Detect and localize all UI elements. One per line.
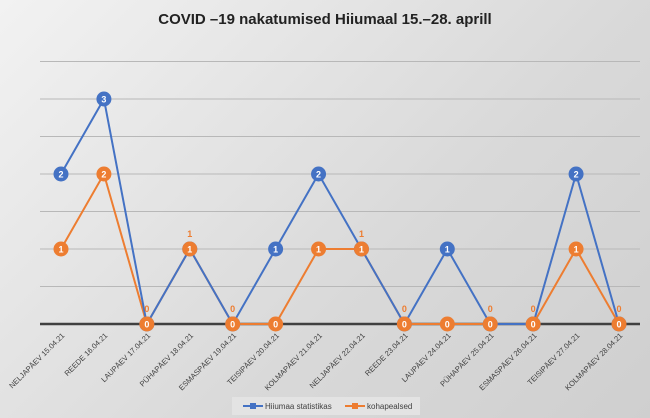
data-point (268, 316, 284, 332)
data-point (568, 241, 584, 257)
data-point (439, 316, 455, 332)
data-point (568, 166, 584, 182)
data-label: 0 (616, 304, 621, 314)
data-label: 1 (445, 245, 450, 255)
data-point (439, 241, 455, 257)
data-label: 0 (488, 304, 493, 314)
data-label: 0 (230, 304, 235, 314)
data-label: 1 (574, 245, 579, 255)
data-label: 0 (616, 320, 621, 330)
data-label: 0 (144, 320, 149, 330)
data-label: 1 (273, 245, 278, 255)
data-label: 2 (101, 170, 106, 180)
data-label: 0 (144, 304, 149, 314)
x-tick-label: NELJAPÄEV 15.04.21 (7, 331, 66, 390)
data-label: 0 (488, 320, 493, 330)
data-point (268, 241, 284, 257)
data-label: 2 (58, 170, 63, 180)
data-label: 2 (574, 170, 579, 180)
data-point (96, 91, 112, 107)
data-label: 3 (101, 95, 106, 105)
data-label: 0 (273, 320, 278, 330)
data-label: 0 (531, 320, 536, 330)
data-label: 0 (402, 304, 407, 314)
data-point (182, 241, 198, 257)
data-point (525, 316, 541, 332)
data-label: 0 (531, 304, 536, 314)
data-label: 1 (187, 245, 192, 255)
data-point (396, 316, 412, 332)
data-point (311, 241, 327, 257)
legend-box (232, 397, 420, 415)
data-point (353, 241, 369, 257)
legend-label: kohapealsed (367, 402, 412, 411)
data-label: 1 (316, 245, 321, 255)
data-point (611, 316, 627, 332)
legend-marker (352, 403, 358, 409)
x-tick-label: REEDE 23.04.21 (363, 331, 410, 378)
data-point (311, 166, 327, 182)
data-label: 1 (58, 245, 63, 255)
data-point (53, 241, 69, 257)
data-point (53, 166, 69, 182)
data-point (96, 166, 112, 182)
data-label: 0 (402, 320, 407, 330)
data-point (225, 316, 241, 332)
x-tick-label: REEDE 16.04.21 (63, 331, 110, 378)
data-label: 2 (316, 170, 321, 180)
data-label: 1 (359, 229, 364, 239)
legend-marker (250, 403, 256, 409)
data-point (482, 316, 498, 332)
data-label: 1 (359, 245, 364, 255)
legend-label: Hiiumaa statistikas (265, 402, 332, 411)
data-label: 0 (230, 320, 235, 330)
chart-title: COVID –19 nakatumised Hiiumaal 15.–28. a… (158, 11, 491, 28)
data-point (139, 316, 155, 332)
data-label: 0 (445, 320, 450, 330)
data-label: 1 (187, 229, 192, 239)
